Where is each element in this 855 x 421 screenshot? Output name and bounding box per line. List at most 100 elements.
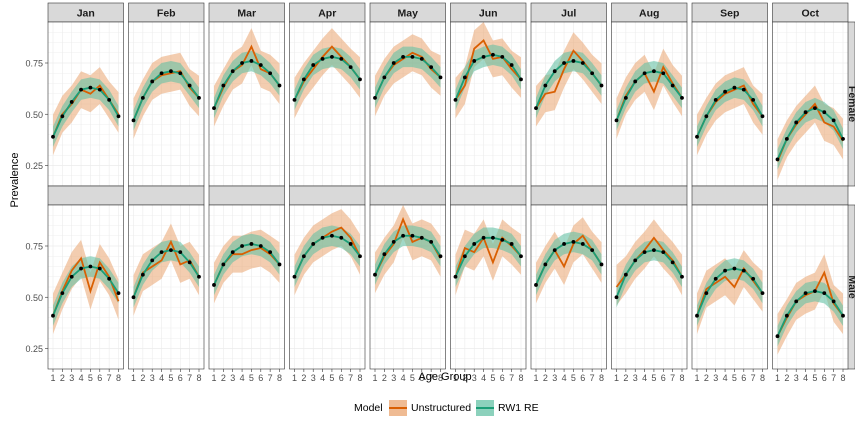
panel-female-may: May xyxy=(369,2,446,187)
data-point xyxy=(509,242,514,246)
x-tick-label: 3 xyxy=(552,373,557,383)
data-point xyxy=(784,313,789,318)
x-tick-label: 3 xyxy=(472,373,477,383)
x-tick-label: 3 xyxy=(150,373,155,383)
panel-female-feb: Feb xyxy=(128,2,205,187)
data-point xyxy=(382,252,387,257)
x-tick-label: 8 xyxy=(679,373,684,383)
x-tick-label: 8 xyxy=(438,373,443,383)
panel-female-jan: Jan xyxy=(47,2,124,187)
x-tick-label: 1 xyxy=(292,373,297,383)
data-point xyxy=(60,291,65,296)
data-point xyxy=(292,98,297,102)
panel-female-sep: Sep xyxy=(691,2,768,187)
data-point xyxy=(79,266,83,271)
data-point xyxy=(680,274,684,279)
line-rw1 xyxy=(454,53,522,101)
column-strip-label: Feb xyxy=(157,8,176,20)
x-tick-label: 4 xyxy=(320,373,325,383)
band-rw1 xyxy=(455,227,521,287)
data-point xyxy=(652,69,656,74)
x-tick-label: 5 xyxy=(490,373,495,383)
x-tick-label: 7 xyxy=(590,373,595,383)
data-point xyxy=(391,240,396,244)
data-point xyxy=(500,237,505,242)
data-point xyxy=(751,98,756,102)
panel-male-jan xyxy=(47,185,124,370)
x-tick-label: 2 xyxy=(623,373,628,383)
data-point xyxy=(580,242,585,246)
data-point xyxy=(695,134,699,139)
data-point xyxy=(803,291,808,296)
data-point xyxy=(614,118,619,123)
x-tick-label: 5 xyxy=(651,373,656,383)
x-tick-label: 8 xyxy=(518,373,523,383)
x-tick-label: 8 xyxy=(357,373,362,383)
legend-title: Model xyxy=(354,402,383,414)
band-unstructured xyxy=(214,28,280,127)
column-strip-spacer xyxy=(128,185,205,206)
data-point xyxy=(571,240,576,244)
data-point xyxy=(429,240,434,244)
data-point xyxy=(543,83,548,88)
line-rw1 xyxy=(132,70,200,121)
x-tick-label: 4 xyxy=(401,373,406,383)
band-rw1 xyxy=(53,77,119,148)
data-point xyxy=(116,114,121,119)
data-point xyxy=(775,334,780,339)
panel-border xyxy=(208,204,285,370)
panel-grid: Female Jan Feb Mar Apr May Jun Jul Aug Sep Oct Male xyxy=(47,2,855,370)
panel-female-jul: Jul xyxy=(530,2,607,187)
x-tick-label: 1 xyxy=(614,373,619,383)
data-point xyxy=(373,95,377,100)
y-tick-label: 0.75 xyxy=(25,59,43,69)
data-point xyxy=(491,235,495,240)
x-tick-label: 2 xyxy=(382,373,387,383)
data-point xyxy=(320,57,325,61)
data-point xyxy=(599,262,604,267)
data-point xyxy=(562,242,566,246)
band-rw1 xyxy=(616,60,682,131)
panel-male-oct xyxy=(772,185,849,370)
panel-male-feb xyxy=(128,185,205,370)
data-point xyxy=(500,54,505,59)
data-point xyxy=(680,95,684,100)
x-tick-label: 5 xyxy=(410,373,415,383)
data-point xyxy=(614,295,619,300)
band-rw1 xyxy=(777,280,843,347)
panel-border xyxy=(289,204,366,370)
x-tick-label: 6 xyxy=(97,373,102,383)
data-point xyxy=(813,289,817,293)
data-point xyxy=(803,110,808,115)
x-tick-label: 1 xyxy=(372,373,377,383)
data-point xyxy=(822,291,827,296)
legend-key-unstructured xyxy=(389,400,407,416)
x-tick-label: 7 xyxy=(751,373,756,383)
data-point xyxy=(268,71,273,76)
data-point xyxy=(358,254,362,259)
row-strip-label: Female xyxy=(846,86,855,122)
column-strip-label: Oct xyxy=(801,8,819,20)
data-point xyxy=(258,244,263,248)
x-tick-label: 3 xyxy=(311,373,316,383)
data-point xyxy=(240,244,244,248)
data-point xyxy=(723,89,727,94)
band-unstructured xyxy=(616,219,682,306)
data-point xyxy=(670,83,675,88)
data-point xyxy=(212,106,216,110)
line-rw1 xyxy=(132,249,200,298)
data-point xyxy=(580,61,585,65)
data-point xyxy=(150,79,155,84)
x-tick-label: 2 xyxy=(221,373,226,383)
band-rw1 xyxy=(536,50,602,119)
data-point xyxy=(519,254,523,259)
data-point xyxy=(831,299,836,304)
y-tick-label: 0.25 xyxy=(25,161,43,171)
band-rw1 xyxy=(294,225,360,287)
data-point xyxy=(249,59,254,63)
data-point xyxy=(212,283,216,287)
column-strip-spacer xyxy=(772,185,849,206)
data-point xyxy=(391,61,396,65)
data-point xyxy=(509,63,514,67)
y-tick-label: 0.50 xyxy=(25,293,43,303)
